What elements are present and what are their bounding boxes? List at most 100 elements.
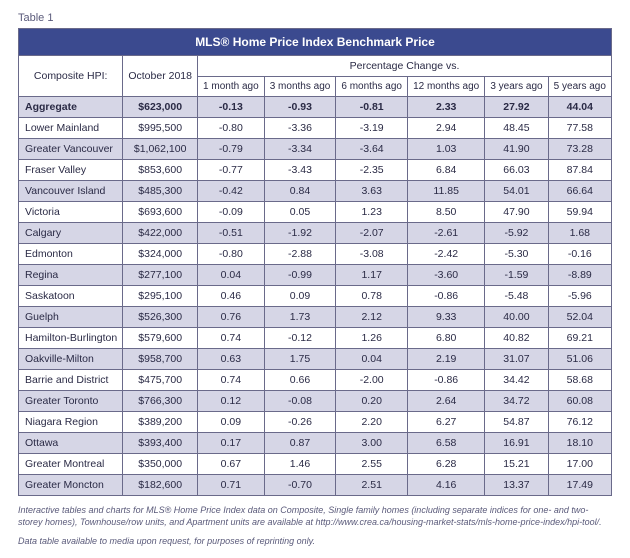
cell-value: 60.08 bbox=[548, 391, 611, 412]
cell-region: Niagara Region bbox=[19, 412, 123, 433]
cell-value: 17.00 bbox=[548, 454, 611, 475]
cell-value: 16.91 bbox=[485, 433, 548, 454]
cell-price: $277,100 bbox=[123, 265, 198, 286]
cell-region: Greater Vancouver bbox=[19, 139, 123, 160]
cell-price: $958,700 bbox=[123, 349, 198, 370]
table-row: Lower Mainland$995,500-0.80-3.36-3.192.9… bbox=[19, 118, 612, 139]
cell-price: $389,200 bbox=[123, 412, 198, 433]
cell-value: -0.80 bbox=[198, 118, 265, 139]
table-row: Greater Vancouver$1,062,100-0.79-3.34-3.… bbox=[19, 139, 612, 160]
cell-region: Regina bbox=[19, 265, 123, 286]
cell-value: 0.09 bbox=[198, 412, 265, 433]
cell-value: 1.17 bbox=[336, 265, 408, 286]
cell-value: 40.00 bbox=[485, 307, 548, 328]
cell-value: 0.12 bbox=[198, 391, 265, 412]
col-3m: 3 months ago bbox=[264, 77, 336, 97]
hpi-table: MLS® Home Price Index Benchmark Price Co… bbox=[18, 28, 612, 496]
footnote-1: Interactive tables and charts for MLS® H… bbox=[18, 504, 612, 528]
table-row: Niagara Region$389,2000.09-0.262.206.275… bbox=[19, 412, 612, 433]
col-5y: 5 years ago bbox=[548, 77, 611, 97]
cell-value: -2.07 bbox=[336, 223, 408, 244]
cell-value: 1.73 bbox=[264, 307, 336, 328]
cell-value: -0.77 bbox=[198, 160, 265, 181]
cell-value: -0.13 bbox=[198, 97, 265, 118]
cell-value: 47.90 bbox=[485, 202, 548, 223]
cell-value: 6.27 bbox=[408, 412, 485, 433]
cell-region: Greater Montreal bbox=[19, 454, 123, 475]
cell-value: -3.60 bbox=[408, 265, 485, 286]
cell-value: 0.04 bbox=[198, 265, 265, 286]
cell-value: 6.58 bbox=[408, 433, 485, 454]
table-row: Aggregate$623,000-0.13-0.93-0.812.3327.9… bbox=[19, 97, 612, 118]
cell-value: 34.72 bbox=[485, 391, 548, 412]
cell-value: 6.84 bbox=[408, 160, 485, 181]
col-pct-vs: Percentage Change vs. bbox=[198, 56, 612, 77]
cell-value: -0.70 bbox=[264, 475, 336, 496]
col-12m: 12 months ago bbox=[408, 77, 485, 97]
cell-value: 59.94 bbox=[548, 202, 611, 223]
cell-value: 13.37 bbox=[485, 475, 548, 496]
cell-value: 0.67 bbox=[198, 454, 265, 475]
cell-value: 54.87 bbox=[485, 412, 548, 433]
cell-price: $579,600 bbox=[123, 328, 198, 349]
cell-value: 2.20 bbox=[336, 412, 408, 433]
cell-value: -2.35 bbox=[336, 160, 408, 181]
cell-region: Oakville-Milton bbox=[19, 349, 123, 370]
cell-value: -2.61 bbox=[408, 223, 485, 244]
table-row: Ottawa$393,4000.170.873.006.5816.9118.10 bbox=[19, 433, 612, 454]
cell-value: -0.16 bbox=[548, 244, 611, 265]
table-row: Barrie and District$475,7000.740.66-2.00… bbox=[19, 370, 612, 391]
cell-value: 1.68 bbox=[548, 223, 611, 244]
cell-value: -2.42 bbox=[408, 244, 485, 265]
cell-value: 40.82 bbox=[485, 328, 548, 349]
table-body: Aggregate$623,000-0.13-0.93-0.812.3327.9… bbox=[19, 97, 612, 496]
table-title: MLS® Home Price Index Benchmark Price bbox=[19, 29, 612, 56]
cell-price: $182,600 bbox=[123, 475, 198, 496]
cell-value: 0.74 bbox=[198, 328, 265, 349]
table-row: Calgary$422,000-0.51-1.92-2.07-2.61-5.92… bbox=[19, 223, 612, 244]
cell-value: 66.03 bbox=[485, 160, 548, 181]
cell-price: $422,000 bbox=[123, 223, 198, 244]
cell-value: -0.42 bbox=[198, 181, 265, 202]
cell-value: -0.51 bbox=[198, 223, 265, 244]
cell-value: 0.66 bbox=[264, 370, 336, 391]
cell-value: 0.78 bbox=[336, 286, 408, 307]
cell-value: -0.86 bbox=[408, 286, 485, 307]
cell-value: -5.30 bbox=[485, 244, 548, 265]
table-row: Oakville-Milton$958,7000.631.750.042.193… bbox=[19, 349, 612, 370]
cell-value: 0.09 bbox=[264, 286, 336, 307]
cell-value: 0.17 bbox=[198, 433, 265, 454]
table-row: Hamilton-Burlington$579,6000.74-0.121.26… bbox=[19, 328, 612, 349]
cell-price: $526,300 bbox=[123, 307, 198, 328]
cell-value: -5.96 bbox=[548, 286, 611, 307]
cell-price: $295,100 bbox=[123, 286, 198, 307]
cell-value: -0.80 bbox=[198, 244, 265, 265]
cell-value: 3.63 bbox=[336, 181, 408, 202]
cell-value: -0.93 bbox=[264, 97, 336, 118]
cell-value: -3.19 bbox=[336, 118, 408, 139]
cell-region: Guelph bbox=[19, 307, 123, 328]
cell-value: 4.16 bbox=[408, 475, 485, 496]
table-row: Fraser Valley$853,600-0.77-3.43-2.356.84… bbox=[19, 160, 612, 181]
cell-price: $485,300 bbox=[123, 181, 198, 202]
table-row: Edmonton$324,000-0.80-2.88-3.08-2.42-5.3… bbox=[19, 244, 612, 265]
cell-price: $693,600 bbox=[123, 202, 198, 223]
cell-value: -0.79 bbox=[198, 139, 265, 160]
cell-price: $475,700 bbox=[123, 370, 198, 391]
cell-region: Vancouver Island bbox=[19, 181, 123, 202]
table-row: Greater Montreal$350,0000.671.462.556.28… bbox=[19, 454, 612, 475]
cell-value: 52.04 bbox=[548, 307, 611, 328]
cell-value: -3.36 bbox=[264, 118, 336, 139]
cell-region: Calgary bbox=[19, 223, 123, 244]
col-3y: 3 years ago bbox=[485, 77, 548, 97]
cell-price: $393,400 bbox=[123, 433, 198, 454]
cell-value: 0.71 bbox=[198, 475, 265, 496]
col-composite: Composite HPI: bbox=[19, 56, 123, 97]
cell-value: -0.12 bbox=[264, 328, 336, 349]
table-row: Saskatoon$295,1000.460.090.78-0.86-5.48-… bbox=[19, 286, 612, 307]
cell-value: -5.92 bbox=[485, 223, 548, 244]
table-row: Greater Moncton$182,6000.71-0.702.514.16… bbox=[19, 475, 612, 496]
cell-value: 15.21 bbox=[485, 454, 548, 475]
table-row: Regina$277,1000.04-0.991.17-3.60-1.59-8.… bbox=[19, 265, 612, 286]
cell-value: 3.00 bbox=[336, 433, 408, 454]
